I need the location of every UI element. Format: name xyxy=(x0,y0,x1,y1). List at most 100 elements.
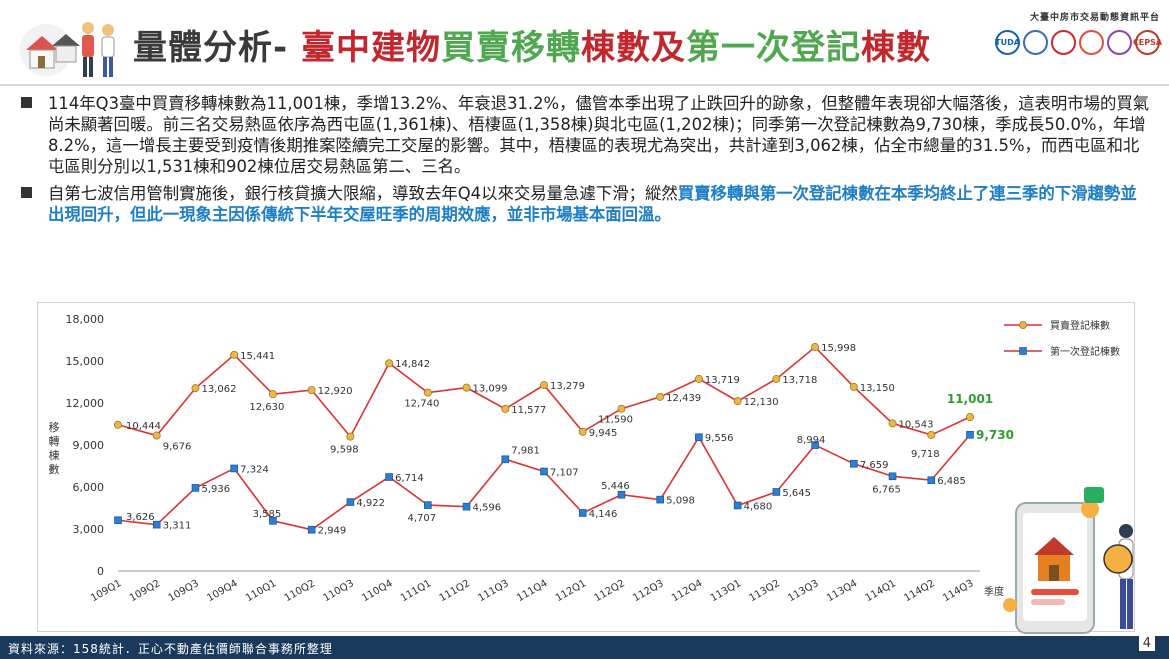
series-0-point xyxy=(230,350,239,359)
data-label: 3,626 xyxy=(126,512,155,523)
y-tick-label: 3,000 xyxy=(73,523,105,536)
data-label: 5,936 xyxy=(201,484,230,495)
data-label: 13,279 xyxy=(550,381,585,392)
data-label: 12,439 xyxy=(666,393,701,404)
data-label: 9,598 xyxy=(330,445,359,456)
series-0-point xyxy=(346,432,355,441)
cepsa-logo-icon: CEPSA xyxy=(1133,30,1162,55)
data-label: 5,446 xyxy=(601,481,630,492)
x-tick-label: 114Q3 xyxy=(941,578,975,604)
series-1-point xyxy=(888,472,897,481)
series-1-point xyxy=(578,509,587,517)
line-chart: 0 3,000 6,000 9,000 12,000 15,000 18,000 移轉棟數 10… xyxy=(49,313,1121,604)
series-1-point xyxy=(772,488,781,496)
data-label: 5,645 xyxy=(782,488,811,499)
data-label: 7,659 xyxy=(860,460,889,471)
brand-logos: TUDA CEPSA xyxy=(995,30,1162,55)
series-0-point xyxy=(849,382,858,391)
series-0-point xyxy=(966,412,975,421)
data-label: 13,099 xyxy=(473,384,508,395)
x-tick-label: 113Q3 xyxy=(786,578,820,604)
series-0-point xyxy=(656,392,665,401)
data-label: 4,922 xyxy=(356,498,385,509)
association-logo-icon xyxy=(1023,30,1048,55)
legend-marker-1 xyxy=(1019,347,1027,355)
series-0-point xyxy=(114,420,123,429)
series-0-point xyxy=(423,388,432,397)
x-tick-label: 113Q2 xyxy=(748,578,782,604)
data-label: 11,001 xyxy=(947,392,993,406)
page-number: 4 xyxy=(1138,636,1155,651)
data-label: 14,842 xyxy=(395,359,430,370)
series-0-point xyxy=(501,404,510,413)
x-tick-label: 109Q3 xyxy=(167,578,201,604)
city-seal-icon xyxy=(1051,30,1076,55)
series-0-point xyxy=(733,397,742,406)
data-label: 10,444 xyxy=(126,421,161,432)
data-label: 15,998 xyxy=(821,343,856,354)
x-tick-label: 111Q4 xyxy=(515,578,549,604)
data-label: 6,485 xyxy=(937,476,966,487)
y-tick-label: 15,000 xyxy=(66,355,105,368)
data-label: 12,920 xyxy=(318,386,353,397)
bullet-highlight: 買賣移轉與第一次登記棟數在本季均終止了連三季的下滑趨勢並出現回升，但此一現象主因… xyxy=(48,184,1137,224)
x-tick-label: 112Q4 xyxy=(670,578,704,604)
data-label: 10,543 xyxy=(899,419,934,430)
series-1-point xyxy=(811,441,819,449)
legend-label: 買賣登記棟數 xyxy=(1050,319,1110,332)
source-note: 資料來源：158統計．正心不動產估價師聯合事務所整理 xyxy=(8,642,333,656)
page-title: 量體分析- 臺中建物買賣移轉棟數及第一次登記棟數 xyxy=(133,20,931,69)
series-0-point xyxy=(307,386,316,395)
data-label: 7,324 xyxy=(240,464,269,475)
x-axis-label: 季度 xyxy=(984,585,1004,598)
bullet-item-2: 自第七波信用管制實施後，銀行核貸擴大限縮，導致去年Q4以來交易量急遽下滑；縱然買… xyxy=(18,183,1153,225)
x-tick-label: 113Q4 xyxy=(825,578,859,604)
houses-people-illustration xyxy=(20,22,115,77)
series-0-point xyxy=(811,343,820,352)
x-tick-label: 114Q2 xyxy=(902,578,936,604)
series-1-point xyxy=(346,498,355,506)
data-label: 3,585 xyxy=(253,509,282,520)
x-tick-label: 110Q2 xyxy=(283,578,317,604)
data-label: 6,765 xyxy=(872,484,901,495)
y-tick-label: 18,000 xyxy=(66,313,105,326)
series-0-point xyxy=(539,381,548,390)
data-label: 6,714 xyxy=(395,473,424,484)
partner-logo-2-icon xyxy=(1107,30,1132,55)
series-1-point xyxy=(656,495,664,504)
x-tick-label: 109Q4 xyxy=(205,578,239,604)
x-tick-label: 110Q4 xyxy=(360,578,394,604)
data-label: 9,718 xyxy=(911,449,940,460)
legend-marker-0 xyxy=(1019,320,1028,329)
data-label: 11,590 xyxy=(598,415,633,426)
series-1-point xyxy=(385,473,393,481)
chart-container: 0 3,000 6,000 9,000 12,000 15,000 18,000 移轉棟數 10… xyxy=(37,302,1135,632)
data-label: 9,730 xyxy=(976,428,1014,442)
x-tick-label: 110Q1 xyxy=(244,578,278,604)
data-label: 4,680 xyxy=(744,501,773,512)
title-part-4: 棟數及 xyxy=(580,28,686,68)
series-1-point xyxy=(695,433,703,442)
y-axis-label-char: 數 xyxy=(49,463,60,476)
series-1-point xyxy=(540,467,548,476)
title-part-6: 棟數 xyxy=(860,28,931,68)
data-label: 4,707 xyxy=(407,513,436,524)
footer-bar: 資料來源：158統計．正心不動產估價師聯合事務所整理 xyxy=(0,636,1169,659)
data-label: 13,718 xyxy=(782,375,817,386)
series-1-point xyxy=(927,476,936,485)
series-0-point xyxy=(578,427,587,436)
bullet-text: 114年Q3臺中買賣移轉棟數為11,001棟，季增13.2%、年衰退31.2%，… xyxy=(48,94,1150,176)
bullet-list: 114年Q3臺中買賣移轉棟數為11,001棟，季增13.2%、年衰退31.2%，… xyxy=(18,93,1153,231)
tuda-logo-icon: TUDA xyxy=(995,30,1020,55)
data-label: 5,098 xyxy=(666,496,695,507)
data-label: 4,146 xyxy=(589,509,618,520)
x-tick-label: 112Q2 xyxy=(593,578,627,604)
phone-money-illustration xyxy=(1003,487,1134,634)
data-label: 7,981 xyxy=(511,445,540,456)
y-tick-label: 12,000 xyxy=(66,397,105,410)
series-0-point xyxy=(152,431,161,440)
x-tick-label: 110Q3 xyxy=(322,578,356,604)
x-tick-label: 109Q1 xyxy=(89,578,123,604)
data-label: 13,150 xyxy=(860,383,895,394)
series-1-point xyxy=(230,464,238,473)
